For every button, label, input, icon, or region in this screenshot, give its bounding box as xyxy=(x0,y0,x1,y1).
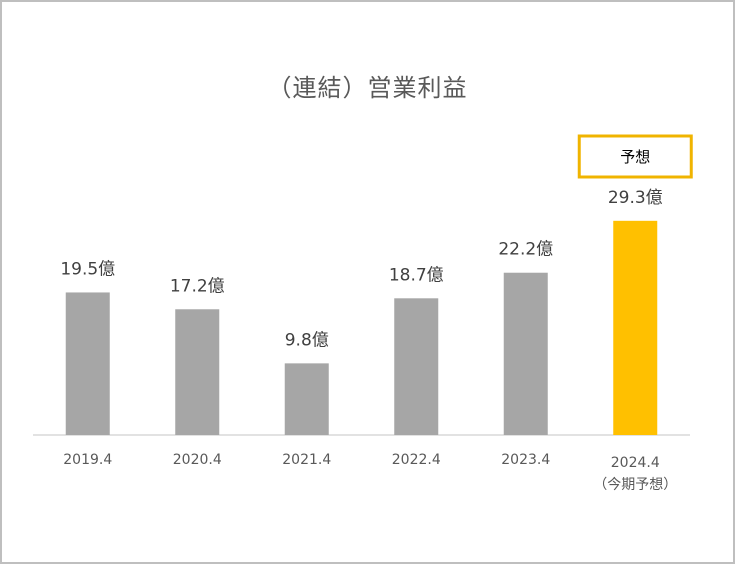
data-label: 22.2億 xyxy=(498,240,553,260)
x-tick-label: 2022.4 xyxy=(392,452,441,468)
bar-forecast xyxy=(613,220,658,435)
bar xyxy=(394,298,439,435)
data-label: 19.5億 xyxy=(60,259,115,279)
x-tick-label: 2019.4 xyxy=(63,452,112,468)
forecast-tag-label: 予想 xyxy=(620,148,650,166)
chart-title: （連結）営業利益 xyxy=(267,74,468,102)
bar xyxy=(175,309,220,435)
x-tick-sublabel: （今期予想） xyxy=(593,477,677,493)
bar xyxy=(503,272,548,435)
x-tick-label: 2021.4 xyxy=(282,452,331,468)
bar xyxy=(65,292,110,435)
x-tick-label: 2020.4 xyxy=(173,452,222,468)
bar xyxy=(284,363,329,435)
forecast-tag-box xyxy=(577,134,693,179)
data-label: 29.3億 xyxy=(608,188,663,208)
x-tick-label: 2024.4 xyxy=(611,455,660,471)
data-label: 18.7億 xyxy=(389,265,444,285)
x-tick-label: 2023.4 xyxy=(501,452,550,468)
data-label: 17.2億 xyxy=(170,276,225,296)
data-label: 9.8億 xyxy=(285,330,329,350)
